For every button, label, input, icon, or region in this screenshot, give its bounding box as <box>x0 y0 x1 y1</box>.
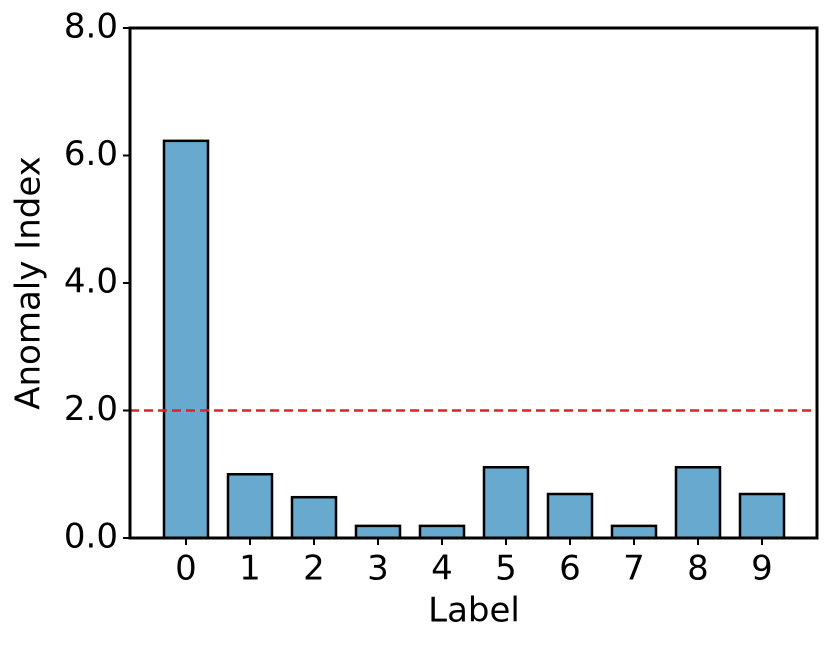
bar <box>610 524 658 540</box>
plot-frame <box>128 26 819 540</box>
x-tick-label: 4 <box>431 549 453 589</box>
x-tick-label: 3 <box>367 549 389 589</box>
bar <box>354 524 402 540</box>
y-tick-label: 0.0 <box>64 517 118 557</box>
x-tick-label: 7 <box>623 549 645 589</box>
y-tick-label: 6.0 <box>64 134 118 174</box>
x-tick-label: 1 <box>239 549 261 589</box>
x-tick-label: 6 <box>559 549 581 589</box>
x-axis-label: Label <box>428 591 520 631</box>
bar <box>418 524 466 540</box>
x-tick-label: 2 <box>303 549 325 589</box>
x-tick-label: 8 <box>687 549 709 589</box>
y-tick-label: 8.0 <box>64 7 118 47</box>
bar <box>546 492 594 540</box>
bar <box>290 495 338 540</box>
bar <box>226 473 274 540</box>
bar <box>162 139 210 540</box>
bar <box>738 492 786 540</box>
y-tick-label: 2.0 <box>64 389 118 429</box>
y-tick-label: 4.0 <box>64 262 118 302</box>
y-axis-label: Anomaly Index <box>9 156 49 410</box>
bar <box>674 465 722 540</box>
x-tick-label: 0 <box>175 549 197 589</box>
x-tick-label: 5 <box>495 549 517 589</box>
x-tick-label: 9 <box>751 549 773 589</box>
bar <box>482 465 530 540</box>
